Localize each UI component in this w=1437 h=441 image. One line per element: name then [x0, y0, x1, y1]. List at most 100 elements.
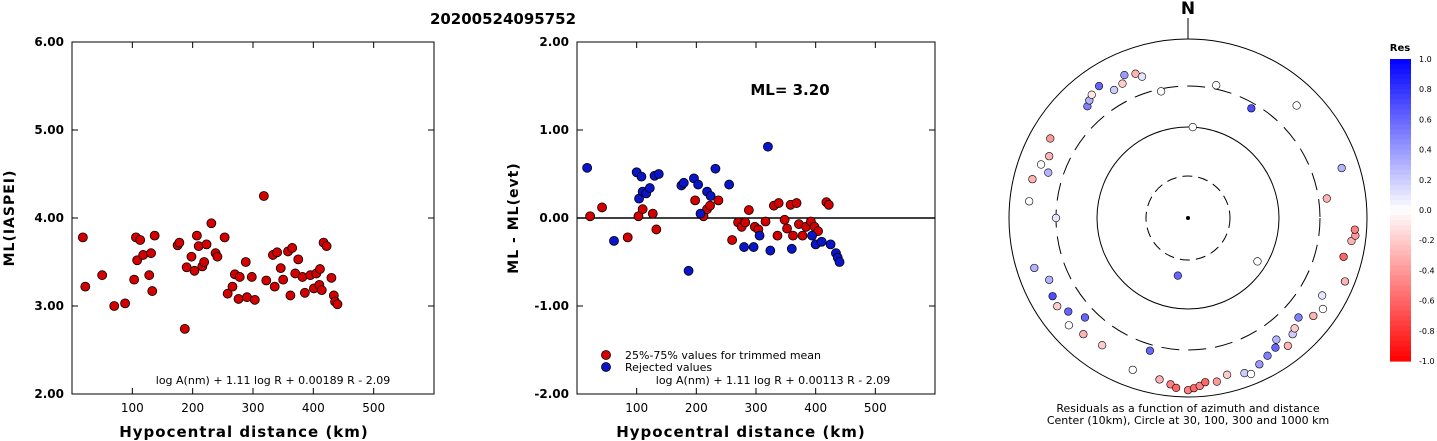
colorbar-cell — [1390, 84, 1411, 90]
data-point — [321, 241, 332, 252]
station-point — [1340, 277, 1350, 286]
station-point — [1222, 370, 1232, 379]
data-point — [695, 208, 706, 219]
data-point — [80, 281, 91, 292]
station-point — [1155, 375, 1164, 384]
data-point — [754, 230, 765, 241]
colorbar-cell — [1390, 59, 1411, 65]
data-point — [109, 301, 120, 311]
station-point — [1283, 341, 1292, 350]
data-point — [77, 232, 88, 243]
ring-outer — [1008, 38, 1368, 398]
colorbar-cell — [1390, 270, 1411, 277]
colorbar-cell — [1390, 104, 1411, 110]
caption-line1: Residuals as a function of azimuth and d… — [1056, 402, 1319, 415]
chart-ml-residual: 100 200 300 400 500 -2.00 -1.00 0.00 1.00 2.00 ML… — [506, 35, 936, 441]
data-point — [206, 218, 217, 229]
colorbar-cell — [1390, 255, 1411, 261]
colorbar-cell — [1390, 280, 1411, 287]
station-point — [1045, 275, 1054, 284]
data-point — [786, 243, 797, 254]
annotation-formula: log A(nm) + 1.11 log R + 0.00189 R - 2.0… — [156, 374, 390, 387]
station-point — [1079, 330, 1088, 339]
station-point — [1172, 383, 1181, 392]
data-point — [258, 191, 269, 201]
colorbar-cell — [1390, 350, 1411, 357]
data-point — [724, 179, 735, 190]
colorbar-cell — [1390, 89, 1411, 95]
station-point — [1337, 163, 1346, 173]
ring-100km — [1096, 126, 1280, 310]
colorbar-cell — [1390, 164, 1411, 171]
data-point — [201, 239, 212, 250]
axis-ticks: 100 200 300 400 500 2.00 3.00 4.00 5.00 6.00 — [34, 35, 434, 415]
station-point — [1253, 257, 1262, 266]
data-point — [146, 248, 156, 259]
colorbar-cell — [1390, 119, 1411, 126]
colorbar-cell — [1390, 345, 1411, 352]
station-point — [1128, 365, 1137, 374]
data-point — [637, 204, 648, 215]
colorbar-cell — [1390, 64, 1411, 70]
station-point — [1137, 72, 1147, 81]
data-point — [705, 191, 716, 201]
data-point — [147, 286, 158, 296]
data-point — [285, 290, 296, 301]
chart-ml-iaspei: 100 200 300 400 500 2.00 3.00 4.00 5.00 6.00 log … — [2, 35, 435, 441]
data-points — [582, 141, 845, 276]
station-point — [1028, 175, 1037, 184]
station-point — [1309, 311, 1318, 321]
station-point — [1272, 335, 1281, 344]
colorbar-cell — [1390, 295, 1411, 302]
residual-colorbar: Res 1.0 0.8 0.6 0.4 0.2 0.0 -0.2 -0.4 -0.6 -0.8 -1… — [1390, 43, 1435, 366]
data-point — [797, 230, 808, 241]
station-point — [1290, 324, 1299, 333]
station-point — [1294, 313, 1303, 322]
station-point — [1188, 123, 1197, 132]
colorbar-cell — [1390, 189, 1411, 196]
data-point — [765, 245, 776, 256]
colorbar-cell — [1390, 204, 1411, 211]
data-point — [727, 235, 738, 245]
station-point — [1064, 307, 1073, 316]
colorbar-cell — [1390, 134, 1411, 141]
colorbar-tick-label: -0.8 — [1419, 327, 1435, 336]
station-point — [1212, 81, 1221, 90]
data-point — [740, 217, 751, 228]
data-point — [748, 242, 759, 252]
colorbar-tick-label: 0.6 — [1419, 115, 1432, 124]
x-tick-label: 400 — [804, 401, 827, 415]
station-point — [1045, 152, 1054, 161]
colorbar-title: Res — [1390, 43, 1410, 54]
data-point — [760, 216, 771, 227]
colorbar-cell — [1390, 325, 1411, 332]
data-point — [240, 257, 251, 267]
station-point — [1087, 90, 1096, 99]
azimuth-distance-plot: N Residuals as a function of azimuth and… — [1008, 0, 1368, 427]
x-tick-label: 300 — [745, 401, 768, 415]
colorbar-cell — [1390, 355, 1411, 362]
data-point — [179, 323, 190, 334]
data-point — [683, 265, 694, 276]
data-point — [219, 232, 230, 243]
ring-30km — [1145, 175, 1231, 261]
station-point — [1030, 263, 1039, 273]
colorbar-cell — [1390, 315, 1411, 322]
data-point — [782, 223, 792, 234]
epicenter-marker — [1186, 216, 1190, 220]
legend-rejected-marker — [601, 362, 611, 372]
plot-frame — [71, 41, 435, 395]
data-point — [275, 263, 286, 274]
data-point — [651, 224, 662, 235]
data-point — [582, 162, 593, 173]
data-point — [189, 265, 200, 276]
station-point — [1350, 225, 1359, 234]
colorbar-cell — [1390, 340, 1411, 347]
station-point — [1118, 79, 1127, 88]
station-point — [1051, 213, 1061, 223]
data-point — [174, 237, 185, 248]
data-point — [739, 242, 749, 252]
x-axis-label: Hypocentral distance (km) — [119, 423, 369, 441]
colorbar-cell — [1390, 129, 1411, 136]
data-point — [647, 208, 658, 219]
